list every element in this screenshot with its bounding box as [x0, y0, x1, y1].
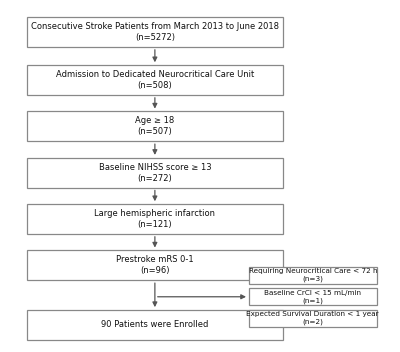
Text: Expected Survival Duration < 1 year
(n=2): Expected Survival Duration < 1 year (n=2…: [246, 311, 379, 325]
FancyBboxPatch shape: [249, 310, 377, 327]
Text: Admission to Dedicated Neurocritical Care Unit
(n=508): Admission to Dedicated Neurocritical Car…: [56, 70, 254, 90]
Text: Prestroke mRS 0-1
(n=96): Prestroke mRS 0-1 (n=96): [116, 255, 194, 275]
Text: 90 Patients were Enrolled: 90 Patients were Enrolled: [101, 320, 208, 329]
FancyBboxPatch shape: [249, 288, 377, 306]
Text: Requiring Neurocritical Care < 72 h
(n=3): Requiring Neurocritical Care < 72 h (n=3…: [248, 268, 377, 282]
Text: Baseline NIHSS score ≥ 13
(n=272): Baseline NIHSS score ≥ 13 (n=272): [98, 163, 211, 183]
Text: Age ≥ 18
(n=507): Age ≥ 18 (n=507): [135, 116, 174, 137]
FancyBboxPatch shape: [27, 17, 283, 47]
FancyBboxPatch shape: [27, 310, 283, 340]
FancyBboxPatch shape: [27, 204, 283, 234]
Text: Large hemispheric infarction
(n=121): Large hemispheric infarction (n=121): [94, 209, 215, 229]
Text: Baseline CrCl < 15 mL/min
(n=1): Baseline CrCl < 15 mL/min (n=1): [264, 290, 361, 304]
FancyBboxPatch shape: [27, 112, 283, 141]
FancyBboxPatch shape: [27, 250, 283, 280]
FancyBboxPatch shape: [27, 158, 283, 188]
FancyBboxPatch shape: [249, 267, 377, 284]
Text: Consecutive Stroke Patients from March 2013 to June 2018
(n=5272): Consecutive Stroke Patients from March 2…: [31, 22, 279, 42]
FancyBboxPatch shape: [27, 65, 283, 95]
